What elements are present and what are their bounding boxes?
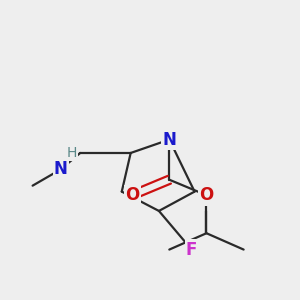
Text: H: H — [67, 146, 77, 160]
Text: O: O — [125, 186, 139, 204]
Text: O: O — [199, 186, 214, 204]
Text: F: F — [186, 241, 197, 259]
Text: N: N — [162, 130, 176, 148]
Text: N: N — [54, 160, 68, 178]
